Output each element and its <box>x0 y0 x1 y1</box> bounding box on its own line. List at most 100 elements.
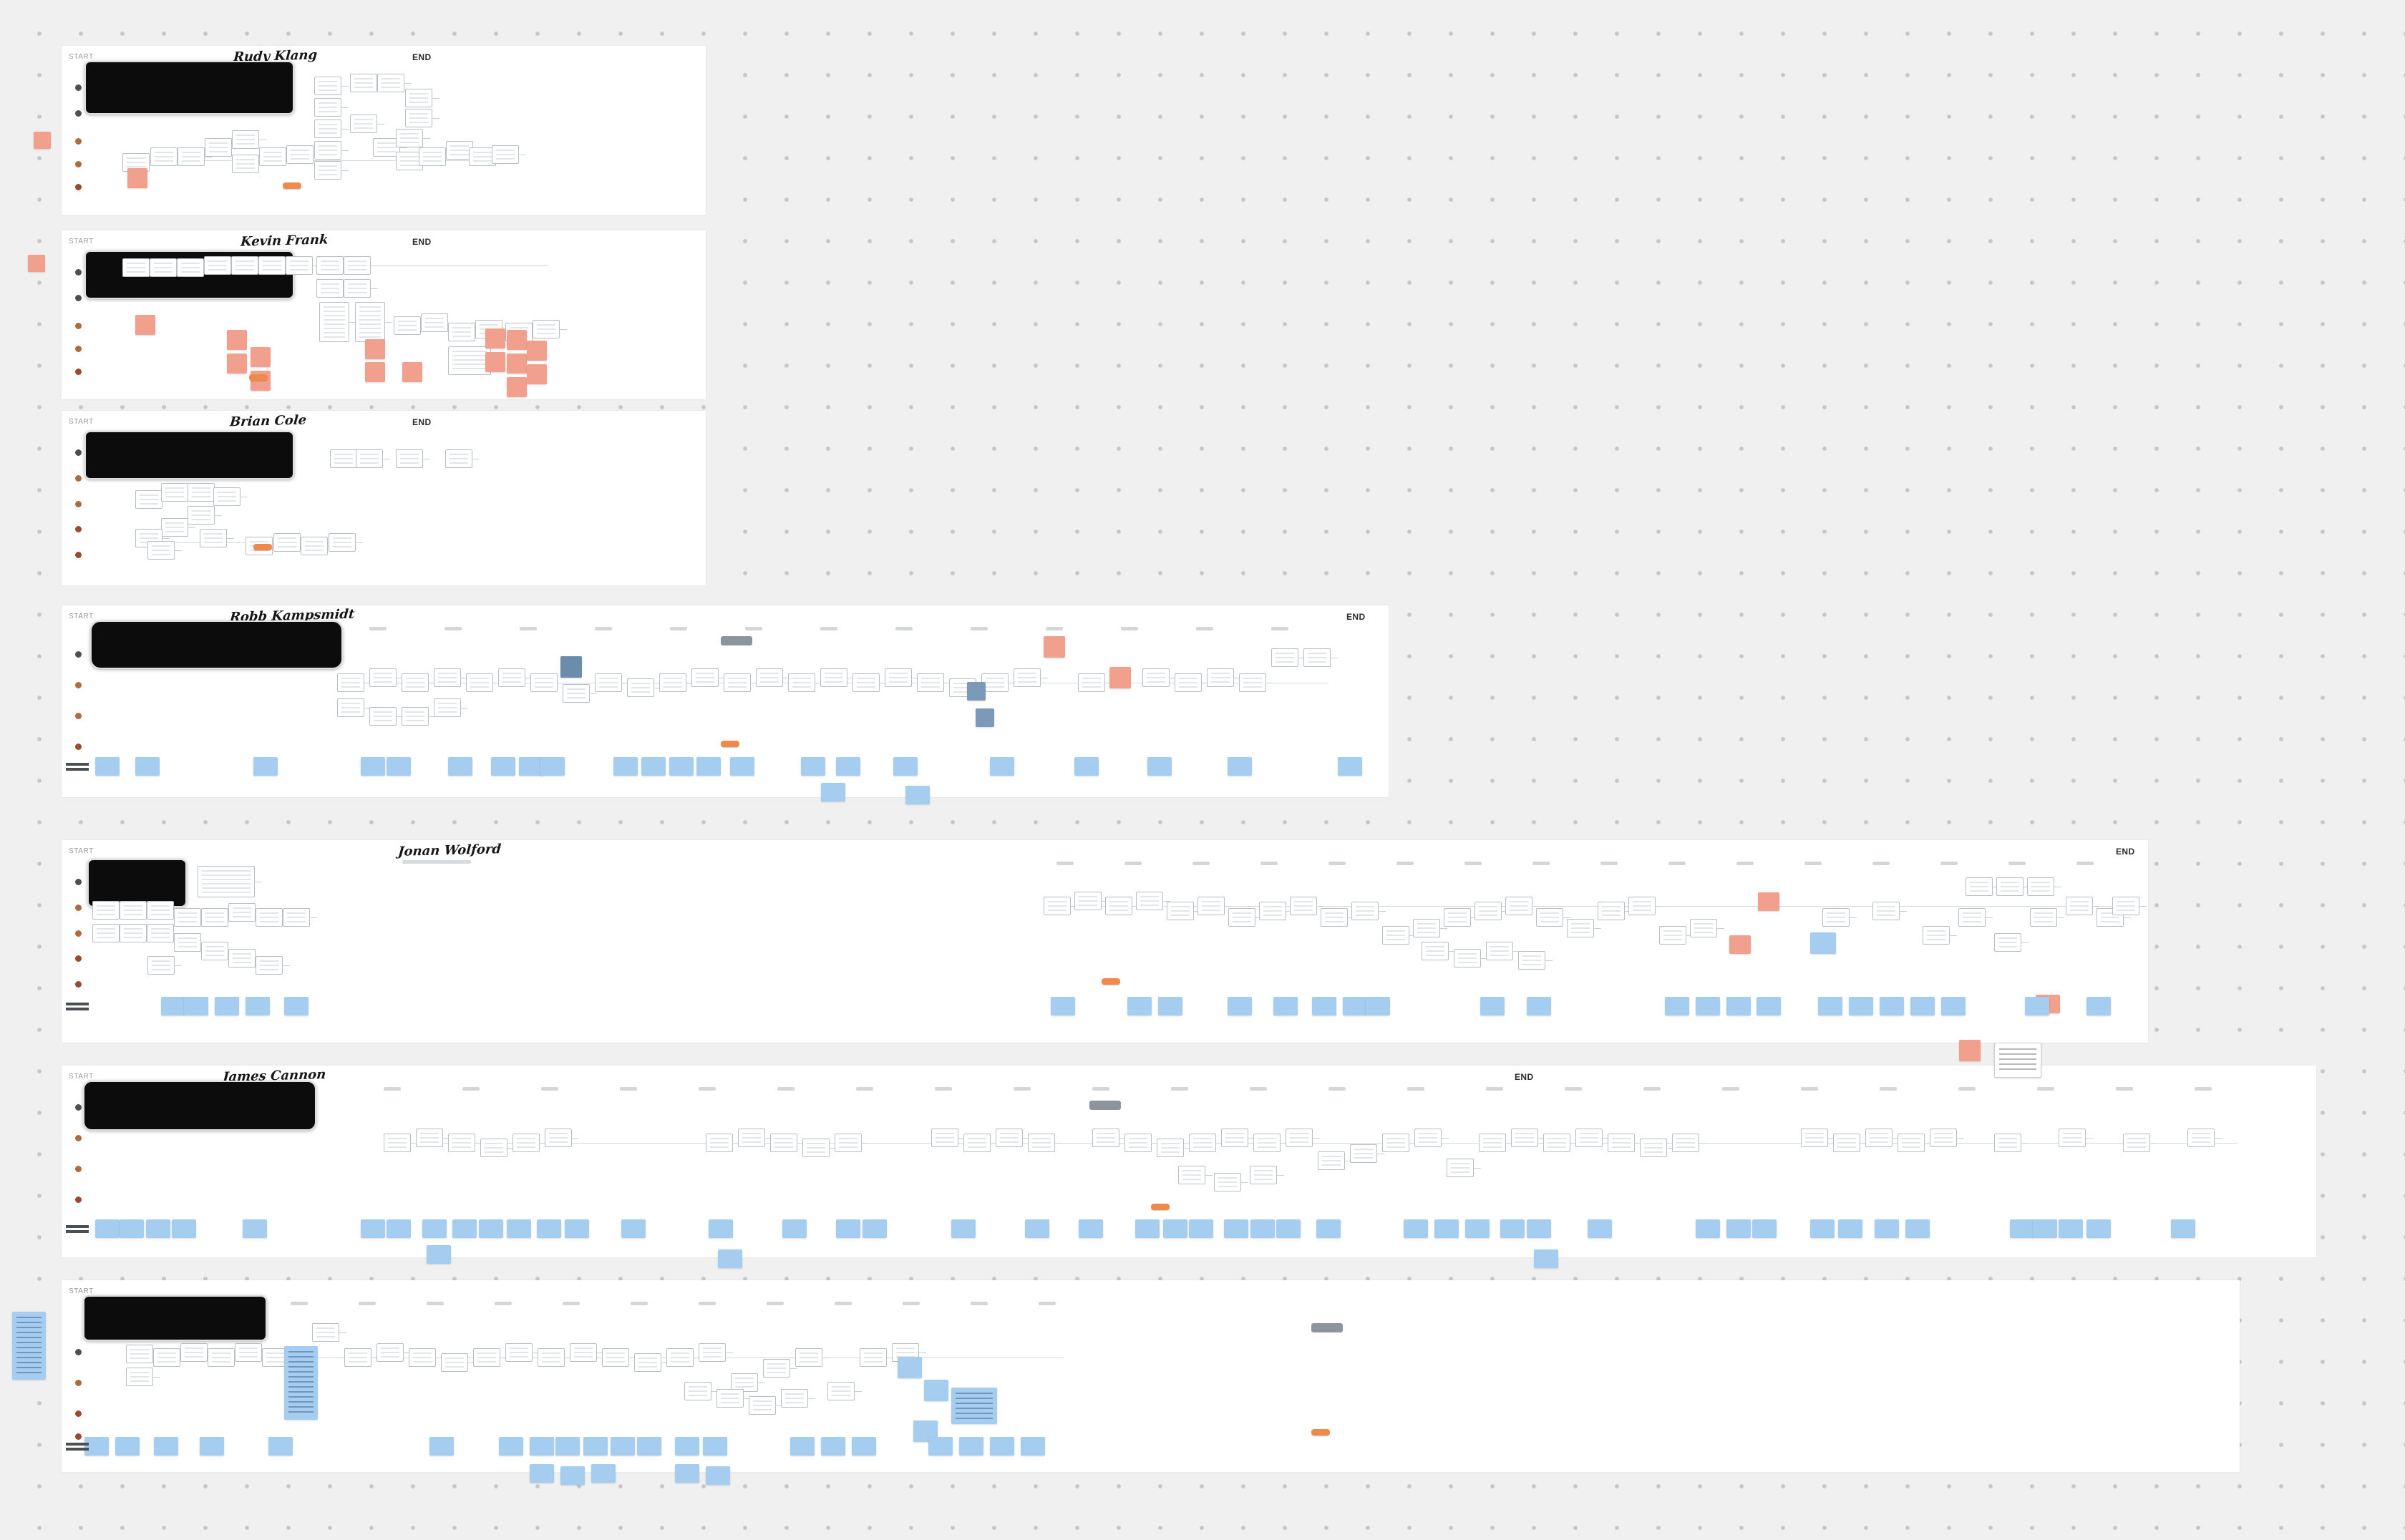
sticky-note[interactable] <box>898 1357 922 1378</box>
flow-node[interactable] <box>827 1382 862 1400</box>
flow-node[interactable] <box>350 74 384 92</box>
flow-node[interactable] <box>161 518 195 537</box>
journey-panel-1[interactable]: START Rudy Klang END <box>62 46 706 215</box>
flow-node[interactable] <box>188 506 222 525</box>
task-sticky[interactable] <box>1434 1219 1459 1238</box>
flow-node[interactable] <box>330 449 364 468</box>
task-sticky[interactable] <box>1810 1219 1835 1238</box>
flow-node[interactable] <box>448 323 482 341</box>
flow-node[interactable] <box>716 1389 751 1408</box>
flow-node[interactable] <box>1250 1166 1284 1184</box>
flow-node[interactable] <box>473 1348 507 1367</box>
sticky-note[interactable] <box>1994 1043 2041 1078</box>
flow-node[interactable] <box>1157 1139 1191 1157</box>
task-sticky[interactable] <box>387 757 411 776</box>
task-sticky[interactable] <box>499 1437 523 1456</box>
task-sticky[interactable] <box>706 1466 730 1485</box>
task-sticky[interactable] <box>613 757 638 776</box>
sticky-note[interactable] <box>402 362 422 382</box>
journey-panel-5[interactable]: START Jonan Wolford END <box>62 840 2148 1043</box>
task-sticky[interactable] <box>675 1437 699 1456</box>
flow-node[interactable] <box>1474 902 1509 920</box>
flow-node[interactable] <box>421 313 455 332</box>
task-sticky[interactable] <box>530 1437 554 1456</box>
flow-node[interactable] <box>174 933 208 952</box>
flow-node[interactable] <box>256 908 290 927</box>
flow-node[interactable] <box>258 256 293 275</box>
sticky-note[interactable] <box>507 354 527 374</box>
task-sticky[interactable] <box>1527 997 1551 1015</box>
flow-node[interactable] <box>1207 668 1241 687</box>
flow-node[interactable] <box>545 1129 579 1147</box>
task-sticky[interactable] <box>611 1437 635 1456</box>
sticky-note[interactable] <box>34 132 51 149</box>
task-sticky[interactable] <box>1941 997 1966 1015</box>
task-sticky[interactable] <box>1726 1219 1751 1238</box>
flow-node[interactable] <box>852 673 887 692</box>
flow-node[interactable] <box>820 668 855 687</box>
flow-node[interactable] <box>1479 1134 1513 1152</box>
flow-node[interactable] <box>731 1373 765 1392</box>
flow-node[interactable] <box>174 908 208 927</box>
task-sticky[interactable] <box>115 1437 140 1456</box>
task-sticky[interactable] <box>1726 997 1751 1015</box>
journey-panel-3[interactable]: START Brian Cole END <box>62 411 706 585</box>
flow-node[interactable] <box>788 673 822 692</box>
task-sticky[interactable] <box>2171 1219 2195 1238</box>
flow-node[interactable] <box>466 673 500 692</box>
flow-node[interactable] <box>147 924 181 942</box>
flow-node[interactable] <box>1447 1159 1481 1177</box>
flow-node[interactable] <box>201 942 235 960</box>
task-sticky[interactable] <box>427 1245 451 1264</box>
flow-node[interactable] <box>126 1345 160 1363</box>
flow-node[interactable] <box>161 483 195 502</box>
flow-node[interactable] <box>147 541 182 560</box>
task-sticky[interactable] <box>491 757 515 776</box>
task-sticky[interactable] <box>790 1437 815 1456</box>
flow-node[interactable] <box>1351 902 1386 920</box>
flow-node[interactable] <box>369 707 404 726</box>
flow-node[interactable] <box>1271 648 1306 667</box>
task-sticky[interactable] <box>1752 1219 1777 1238</box>
flow-node[interactable] <box>329 533 363 552</box>
task-sticky[interactable] <box>1021 1437 1045 1456</box>
flow-node[interactable] <box>231 256 266 275</box>
task-sticky[interactable] <box>200 1437 224 1456</box>
flow-node[interactable] <box>122 258 157 277</box>
sticky-note[interactable] <box>1044 636 1065 658</box>
flow-node[interactable] <box>405 109 439 127</box>
flow-node[interactable] <box>92 901 127 920</box>
flow-node[interactable] <box>1414 1129 1449 1147</box>
flow-node[interactable] <box>469 147 503 166</box>
flow-node[interactable] <box>402 707 436 726</box>
task-sticky[interactable] <box>246 997 270 1015</box>
flow-node[interactable] <box>273 533 308 552</box>
sticky-note[interactable] <box>951 1388 997 1424</box>
highlight-marker[interactable] <box>1102 978 1120 985</box>
task-sticky[interactable] <box>1366 997 1390 1015</box>
flow-node[interactable] <box>1303 648 1338 667</box>
task-sticky[interactable] <box>2086 997 2111 1015</box>
highlight-marker[interactable] <box>721 741 739 747</box>
flow-node[interactable] <box>1598 902 1632 920</box>
task-sticky[interactable] <box>1312 997 1336 1015</box>
task-sticky[interactable] <box>990 757 1014 776</box>
flow-node[interactable] <box>885 668 919 687</box>
sticky-note[interactable] <box>967 682 986 701</box>
flow-node[interactable] <box>1259 902 1293 920</box>
sticky-note[interactable] <box>1959 1040 1981 1061</box>
flow-node[interactable] <box>763 1359 797 1378</box>
flow-node[interactable] <box>1505 897 1540 915</box>
flow-node[interactable] <box>1608 1134 1642 1152</box>
flow-node[interactable] <box>1092 1129 1127 1147</box>
flow-node[interactable] <box>409 1348 443 1367</box>
task-sticky[interactable] <box>448 757 472 776</box>
task-sticky[interactable] <box>1910 997 1935 1015</box>
task-sticky[interactable] <box>1051 997 1075 1015</box>
flow-node[interactable] <box>1454 949 1488 968</box>
sticky-note[interactable] <box>365 362 385 382</box>
task-sticky[interactable] <box>1849 997 1873 1015</box>
flow-node[interactable] <box>1290 897 1324 915</box>
flow-node[interactable] <box>835 1134 869 1152</box>
flow-node[interactable] <box>795 1348 830 1367</box>
